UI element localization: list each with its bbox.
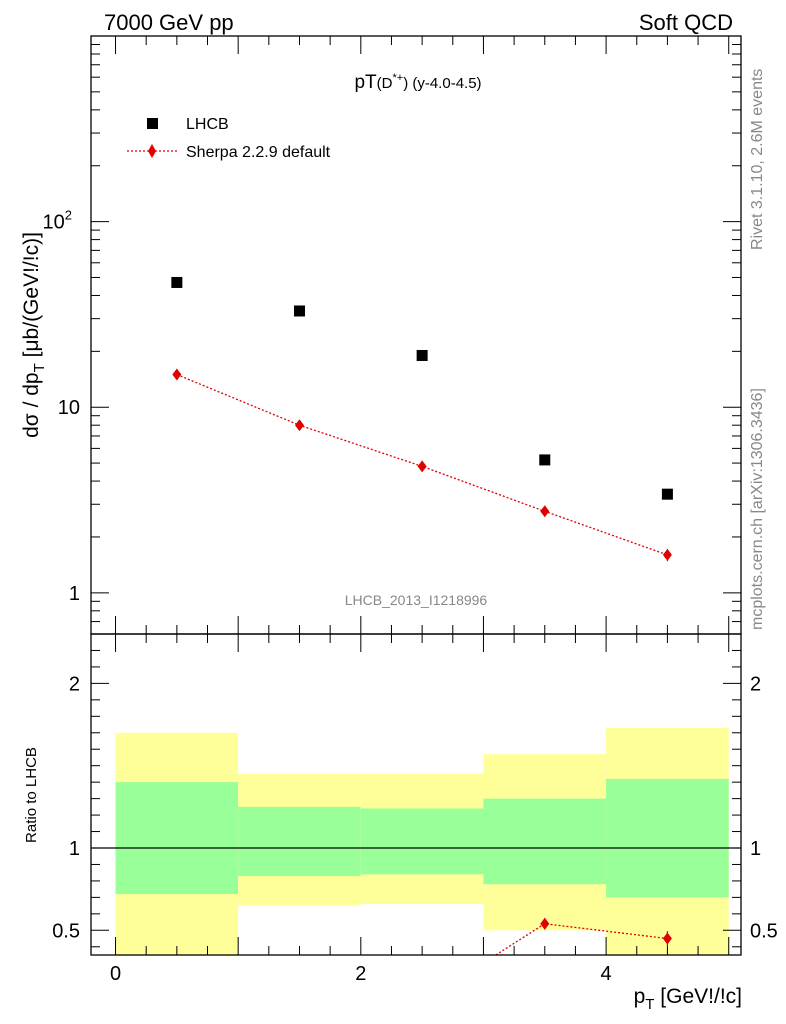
mcplots-label: mcplots.cern.ch [arXiv:1306.3436] xyxy=(749,388,766,630)
ratio-ylabel: Ratio to LHCB xyxy=(23,747,40,843)
sherpa-data-point xyxy=(662,548,672,561)
main-ytick-label: 1 xyxy=(69,583,80,605)
ratio-sherpa-data-point xyxy=(662,932,672,945)
main-ylabel-main: dσ / dp xyxy=(20,372,43,438)
ratio-green-band xyxy=(238,806,361,876)
ratio-ytick-label-right: 0.5 xyxy=(750,920,778,942)
legend-marker-sherpa xyxy=(148,144,156,158)
ratio-sherpa-line xyxy=(495,923,668,956)
ratio-xlabel-sub: T xyxy=(645,996,654,1013)
legend: LHCB Sherpa 2.2.9 default xyxy=(127,116,331,161)
ratio-xtick-label: 0 xyxy=(110,963,121,985)
lhcb-data-point xyxy=(661,488,673,500)
sherpa-data-point xyxy=(417,460,427,473)
ratio-xtick-label: 2 xyxy=(355,963,366,985)
main-ylabel-sub: T xyxy=(31,363,48,372)
main-title-pt: pT xyxy=(354,72,377,93)
ratio-green-band xyxy=(606,778,729,898)
ratio-green-band xyxy=(115,782,239,895)
ratio-ytick-label-right: 1 xyxy=(750,838,761,860)
legend-label-lhcb: LHCB xyxy=(186,116,229,133)
ratio-xlabel: pT [GeV!/!c] xyxy=(634,985,742,1013)
sherpa-line xyxy=(176,373,668,556)
main-axis-ticks: 1 10 102 xyxy=(43,35,741,635)
legend-marker-lhcb xyxy=(147,118,158,129)
sherpa-data-point xyxy=(294,419,304,432)
ratio-xtick-label: 4 xyxy=(601,963,612,985)
main-ytick-label: 102 xyxy=(43,208,72,234)
ratio-frame xyxy=(90,633,742,956)
ratio-axis-ticks: 0.5 0.5 1 1 2 2 0 2 4 xyxy=(52,634,778,985)
main-title-sup: *+ xyxy=(392,72,403,84)
ratio-ytick-label-left: 2 xyxy=(69,673,80,695)
main-title: pT(D*+) (y-4.0-4.5) xyxy=(354,72,481,93)
ratio-sherpa-data-point xyxy=(540,917,550,930)
ratio-xlabel-rest: [GeV!/!c] xyxy=(654,985,742,1008)
analysis-watermark: LHCB_2013_I1218996 xyxy=(345,592,488,608)
ratio-green-band xyxy=(483,798,607,885)
main-ytick-label-exponent: 2 xyxy=(65,208,72,223)
main-title-rest: ) (y-4.0-4.5) xyxy=(403,75,481,92)
lhcb-data-point xyxy=(293,305,305,317)
main-title-particle: (D xyxy=(377,75,393,92)
header-process-label: Soft QCD xyxy=(639,10,733,35)
ratio-band-layer xyxy=(115,727,729,955)
rivet-version-label: Rivet 3.1.10, 2.6M events xyxy=(749,69,766,250)
ratio-ytick-label-left: 1 xyxy=(69,838,80,860)
sherpa-data-point xyxy=(540,505,550,518)
ratio-ytick-label-right: 2 xyxy=(750,673,761,695)
main-series-layer xyxy=(171,276,673,562)
lhcb-data-point xyxy=(416,349,428,361)
main-ylabel-rest: [μb/(GeV!/!c)] xyxy=(20,232,43,363)
ratio-panel: 0.5 0.5 1 1 2 2 0 2 4 Ratio to LHCB pT [GeV!/!c] xyxy=(23,633,778,1013)
main-ytick-label: 10 xyxy=(58,397,80,419)
lhcb-data-point xyxy=(171,276,183,288)
ratio-series-layer xyxy=(495,917,672,956)
main-ylabel: dσ / dpT [μb/(GeV!/!c)] xyxy=(20,232,48,438)
main-panel: pT(D*+) (y-4.0-4.5) dσ / dpT [μb/(GeV!/!… xyxy=(20,35,742,635)
legend-label-sherpa: Sherpa 2.2.9 default xyxy=(186,144,331,161)
header-energy-label: 7000 GeV pp xyxy=(104,10,234,35)
ratio-xlabel-main: p xyxy=(634,985,646,1008)
lhcb-data-point xyxy=(539,454,551,466)
sherpa-data-point xyxy=(172,368,182,381)
ratio-green-band xyxy=(360,808,484,875)
ratio-ytick-label-left: 0.5 xyxy=(52,920,80,942)
